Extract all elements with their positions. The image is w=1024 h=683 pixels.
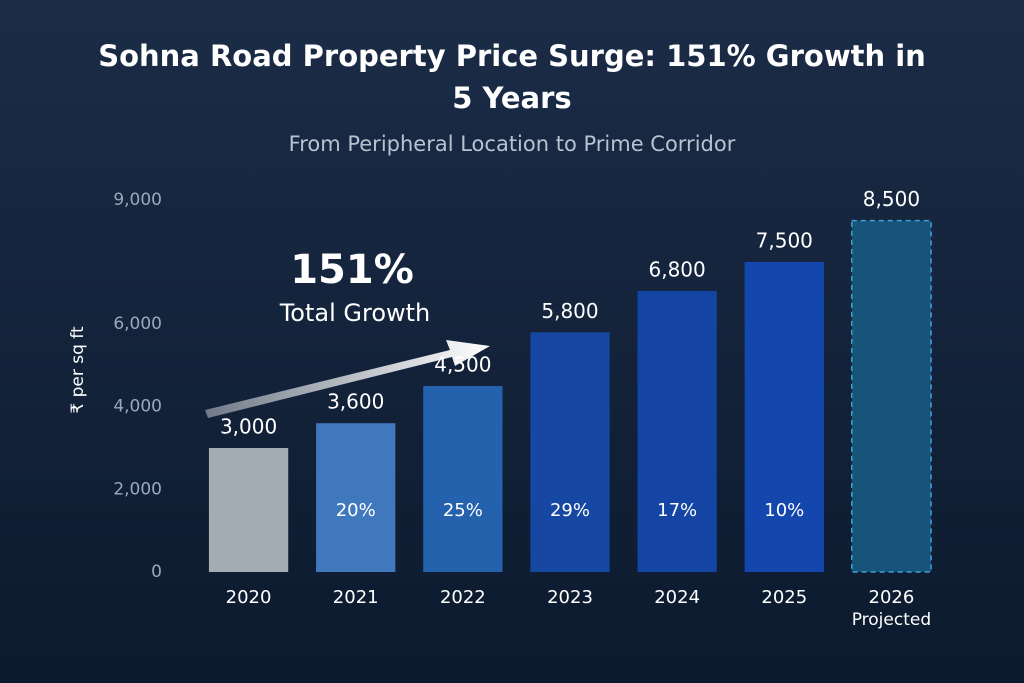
x-tick-label: 2021 bbox=[333, 587, 379, 608]
x-tick-label: 2025 bbox=[761, 587, 807, 608]
bar bbox=[851, 219, 932, 573]
growth-label: 20% bbox=[336, 500, 376, 521]
value-label: 6,800 bbox=[649, 257, 706, 281]
x-tick-label: 2023 bbox=[547, 587, 593, 608]
value-label: 3,000 bbox=[220, 415, 277, 439]
x-tick-label: 2020 bbox=[226, 587, 272, 608]
growth-label: 17% bbox=[657, 500, 697, 521]
x-tick-label: 2024 bbox=[654, 587, 700, 608]
y-tick-label: 0 bbox=[151, 562, 162, 582]
bar bbox=[208, 448, 289, 572]
y-axis-label: ₹ per sq ft bbox=[68, 326, 88, 414]
bar bbox=[530, 332, 610, 572]
value-label: 7,500 bbox=[756, 229, 813, 253]
value-label: 8,500 bbox=[863, 187, 920, 211]
x-tick-label: 2026 bbox=[869, 587, 915, 608]
bar bbox=[316, 423, 396, 572]
y-tick-label: 9,000 bbox=[113, 190, 162, 210]
chart-title: Sohna Road Property Price Surge: 151% Gr… bbox=[98, 39, 926, 115]
bar bbox=[637, 290, 717, 572]
growth-label: 10% bbox=[764, 500, 804, 521]
annotation-value: 151% bbox=[290, 247, 414, 293]
y-tick-label: 6,000 bbox=[113, 314, 162, 334]
growth-arrow bbox=[205, 340, 490, 418]
growth-label: 29% bbox=[550, 500, 590, 521]
value-label: 4,500 bbox=[434, 353, 491, 377]
annotation-text: Total Growth bbox=[279, 299, 431, 327]
y-tick-label: 4,000 bbox=[113, 397, 162, 417]
value-label: 3,600 bbox=[327, 390, 384, 414]
value-label: 5,800 bbox=[541, 299, 598, 323]
y-tick-label: 2,000 bbox=[113, 479, 162, 499]
bar bbox=[423, 386, 503, 572]
chart-subtitle: From Peripheral Location to Prime Corrid… bbox=[289, 132, 736, 156]
bar bbox=[744, 262, 824, 572]
growth-label: 25% bbox=[443, 500, 483, 521]
x-tick-label: 2022 bbox=[440, 587, 486, 608]
x-sublabel: Projected bbox=[852, 610, 931, 630]
